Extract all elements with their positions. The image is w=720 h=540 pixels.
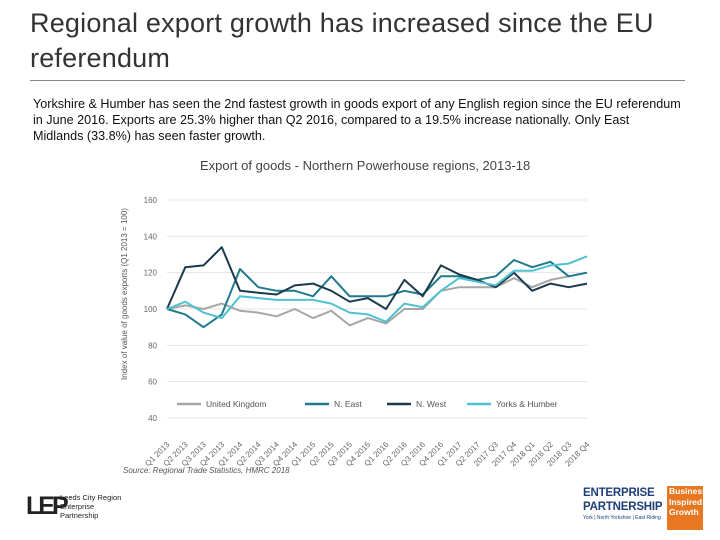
chart-y-axis-label: Index of value of goods exports (Q1 2013… [120,208,129,380]
ep-wordmark: ENTERPRISE PARTNERSHIP York | North York… [583,486,665,530]
leeds-city-region-lep-logo: LEP Leeds City Region Enterprise Partner… [26,492,156,522]
york-enterprise-partnership-logo: ENTERPRISE PARTNERSHIP York | North York… [583,486,707,530]
chart-title: Export of goods - Northern Powerhouse re… [200,158,530,173]
y-tick-label: 40 [148,414,157,423]
ep-tagline-1: Business [669,486,707,496]
ep-tagline-2: Inspired [669,496,703,507]
lep-mark: LEP [26,492,69,520]
y-tick-label: 140 [144,232,158,241]
y-tick-label: 160 [144,196,158,205]
lep-name: Leeds City Region Enterprise Partnership [60,493,121,520]
y-tick-label: 100 [144,305,158,314]
series-line-n-east [166,259,588,329]
lep-name-line-2: Enterprise [60,502,95,511]
ep-wordmark-line-3: York | North Yorkshire | East Riding [583,515,661,521]
export-chart-svg: Export of goods - Northern Powerhouse re… [120,158,592,475]
y-tick-label: 60 [148,378,157,387]
legend-label: Yorks & Humber [496,399,558,409]
slide-title: Regional export growth has increased sin… [30,8,654,73]
chart-source: Source: Regional Trade Statistics, HMRC … [123,466,290,475]
y-tick-label: 120 [144,269,158,278]
y-tick-label: 80 [148,341,157,350]
ep-wordmark-line-1: ENTERPRISE [583,487,655,499]
legend-label: United Kingdom [206,399,266,409]
slide-body-text: Yorkshire & Humber has seen the 2nd fast… [33,97,681,143]
legend-label: N. West [416,399,447,409]
lep-name-line-3: Partnership [60,511,99,520]
series-line-united-kingdom [166,271,588,327]
ep-tagline-3: Growth [669,507,699,517]
export-chart: Export of goods - Northern Powerhouse re… [115,148,600,480]
title-divider [30,80,685,81]
series-line-n-west [166,246,588,310]
legend-label: N. East [334,399,363,409]
lep-name-line-1: Leeds City Region [60,493,122,502]
ep-wordmark-line-2: PARTNERSHIP [583,501,663,513]
series-line-yorks-humber [166,255,588,323]
ep-tagline-box: Business Inspired Growth [667,486,707,530]
